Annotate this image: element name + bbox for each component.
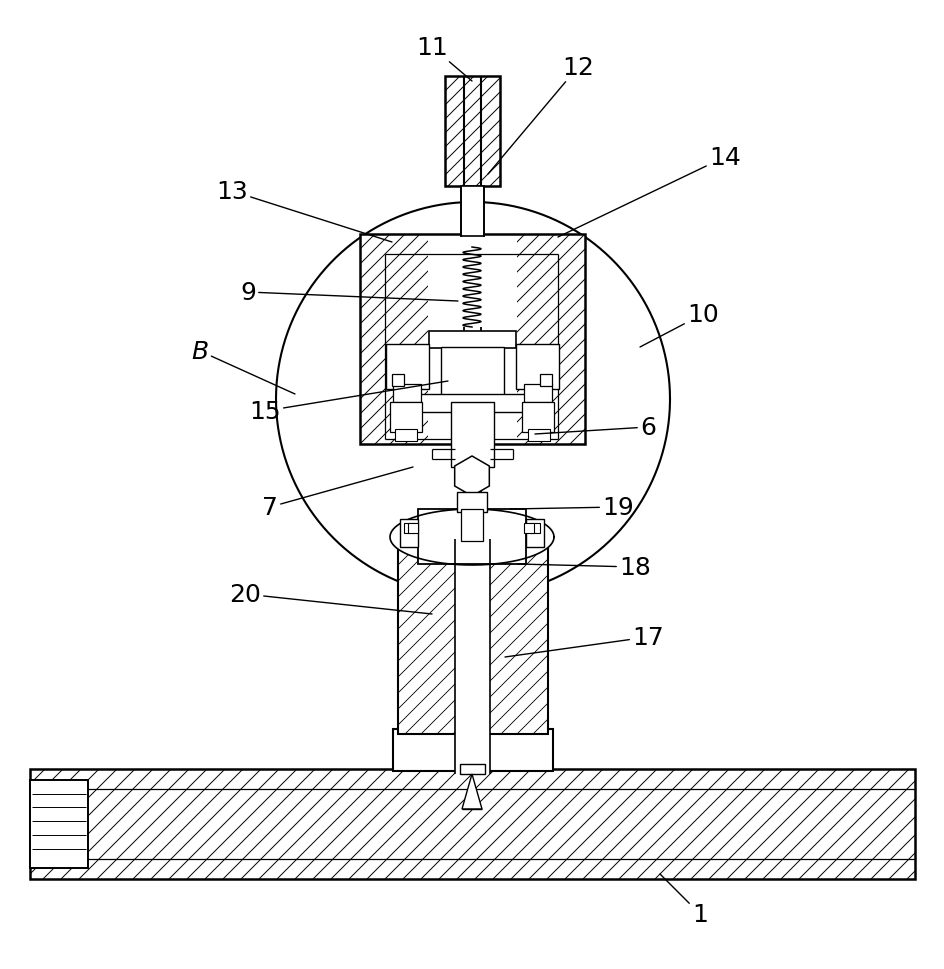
Bar	[445, 77, 499, 187]
Bar	[397, 540, 548, 735]
Bar	[392, 375, 404, 387]
Bar	[461, 187, 483, 236]
Bar	[461, 510, 482, 542]
Text: 1: 1	[659, 874, 707, 926]
Bar	[397, 540, 548, 735]
Bar	[441, 348, 503, 402]
Bar	[393, 730, 552, 771]
Bar	[460, 765, 484, 774]
Text: 15: 15	[249, 382, 447, 423]
Bar	[528, 429, 549, 442]
Bar	[523, 523, 533, 534]
Bar	[385, 345, 429, 390]
Text: 12: 12	[487, 56, 594, 174]
Bar	[393, 385, 421, 402]
Bar	[515, 345, 559, 390]
Bar	[521, 402, 553, 432]
Bar	[454, 540, 490, 774]
Bar	[390, 402, 422, 432]
Bar	[523, 385, 551, 402]
Bar	[539, 375, 551, 387]
Bar	[360, 234, 584, 445]
Bar	[30, 780, 88, 868]
Bar	[399, 519, 417, 547]
Ellipse shape	[390, 510, 553, 566]
Text: 18: 18	[517, 555, 650, 579]
Text: 10: 10	[639, 302, 718, 348]
Bar	[445, 77, 499, 187]
Text: 9: 9	[240, 281, 458, 304]
Text: 20: 20	[228, 582, 431, 614]
Text: 13: 13	[216, 180, 392, 243]
Bar	[419, 394, 525, 413]
Text: 11: 11	[415, 36, 471, 82]
Bar	[417, 510, 526, 564]
Polygon shape	[454, 456, 489, 496]
Text: B: B	[192, 340, 295, 394]
Text: 7: 7	[261, 467, 413, 519]
Bar	[408, 523, 417, 534]
Bar	[360, 234, 584, 445]
Bar	[404, 523, 413, 534]
Text: 17: 17	[504, 625, 664, 657]
Text: 6: 6	[534, 416, 655, 440]
Polygon shape	[462, 774, 481, 809]
Bar	[530, 523, 539, 534]
Bar	[457, 492, 486, 513]
Text: 14: 14	[557, 146, 740, 237]
Bar	[30, 769, 914, 879]
Bar	[526, 519, 544, 547]
Text: 19: 19	[510, 495, 633, 519]
Bar	[429, 331, 515, 349]
Bar	[450, 402, 494, 467]
Bar	[30, 769, 914, 879]
Bar	[428, 234, 516, 445]
Bar	[395, 429, 416, 442]
